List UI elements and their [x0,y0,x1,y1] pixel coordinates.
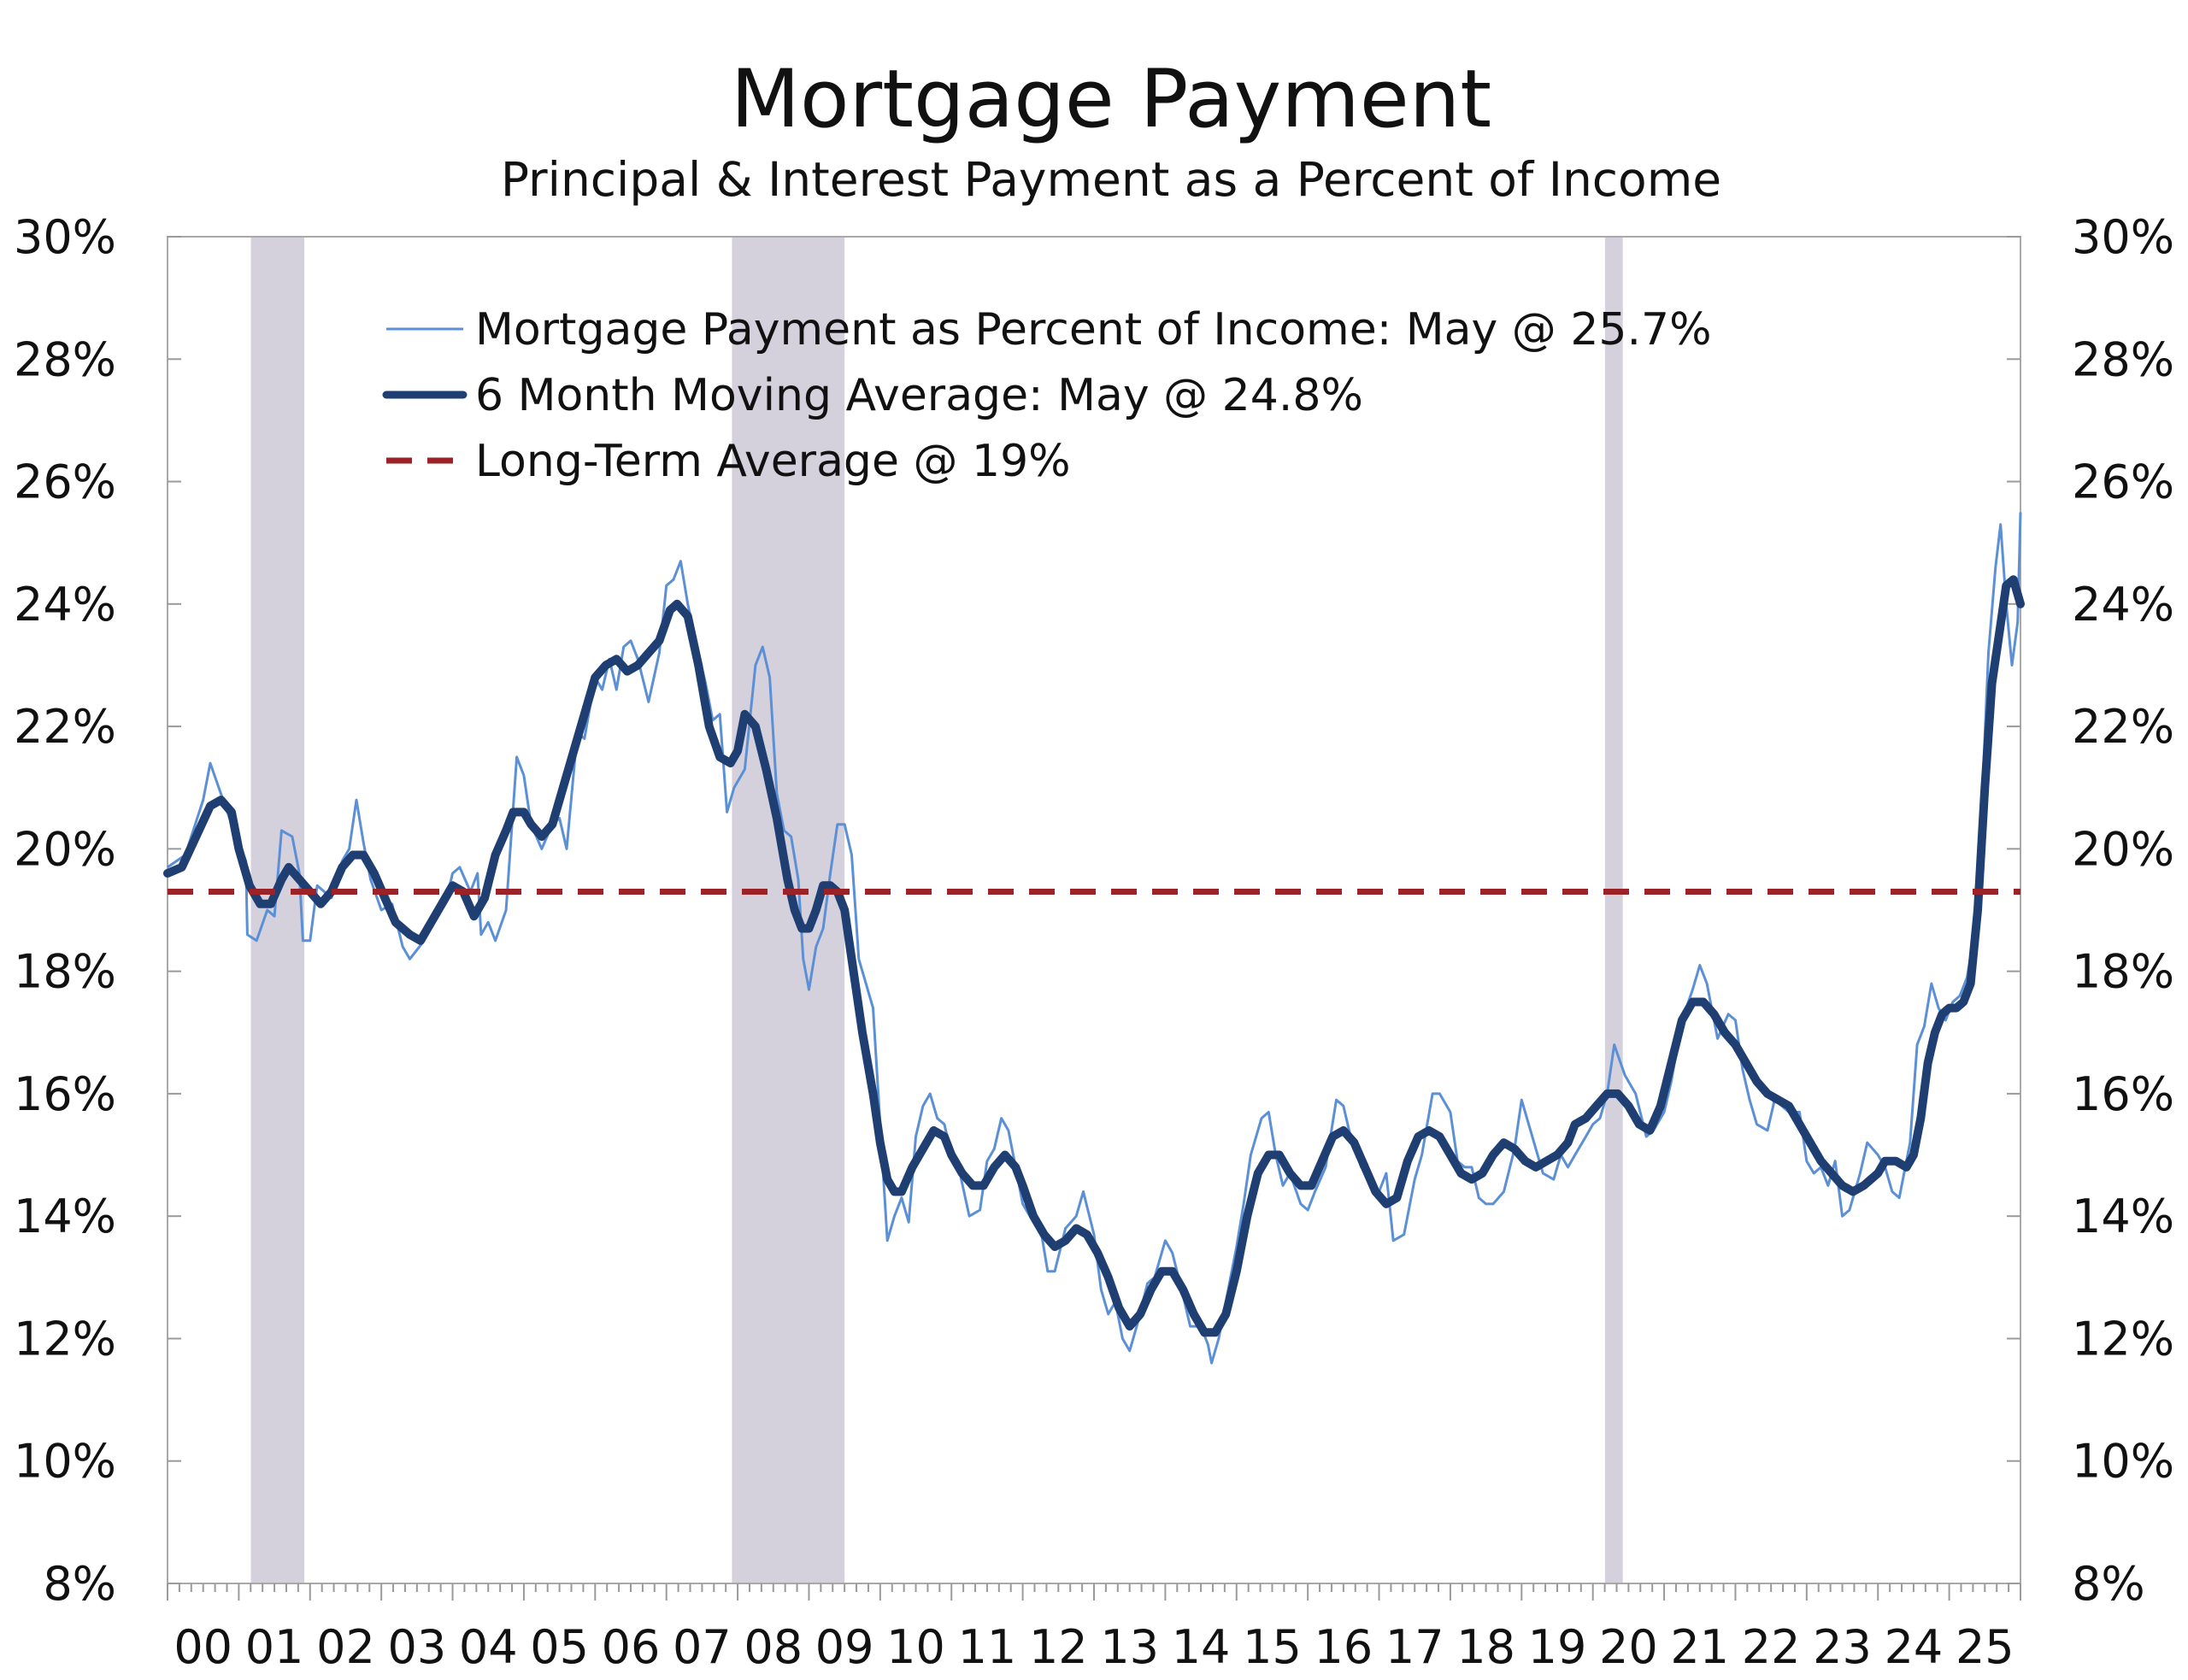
x-tick-label: 23 [1813,1620,1872,1674]
x-tick-label: 00 [174,1620,232,1674]
x-tick-label: 17 [1385,1620,1444,1674]
y-tick-label-right: 30% [2072,210,2174,264]
y-tick-label-right: 18% [2072,945,2174,999]
y-tick-label-right: 10% [2072,1435,2174,1489]
monthly-series-line [167,512,2022,1365]
x-tick-label: 09 [815,1620,874,1674]
x-tick-label: 19 [1528,1620,1587,1674]
legend: Mortgage Payment as Percent of Income: M… [382,304,1712,487]
recession-band-2 [1604,237,1623,1583]
x-tick-label: 25 [1956,1620,2014,1674]
chart-subtitle: Principal & Interest Payment as a Percen… [500,152,1722,207]
moving-average-line [163,575,2025,1337]
chart-title: Mortgage Payment [730,53,1492,146]
y-tick-label-right: 28% [2072,332,2174,386]
series-lines [163,512,2025,1365]
x-tick-label: 07 [673,1620,732,1674]
plot-frame [167,236,2021,1584]
x-tick-label: 20 [1599,1620,1658,1674]
y-tick-label-right: 26% [2072,455,2174,509]
x-tick-label: 02 [316,1620,375,1674]
y-tick-label-right: 14% [2072,1190,2174,1243]
x-tick-label: 15 [1243,1620,1302,1674]
y-tick-label-left: 26% [14,455,116,509]
x-tick-label: 08 [744,1620,803,1674]
x-tick-label: 04 [459,1620,518,1674]
y-tick-label-left: 30% [14,210,116,264]
axes: 8% 8% 10% 10% 12% 12% 14% 14% 16% 16% 18% 18% 20% 20%… [14,210,2174,1674]
recession-bands [250,237,1623,1583]
x-tick-label: 14 [1172,1620,1231,1674]
y-tick-label-left: 8% [43,1557,116,1611]
y-tick-label-left: 20% [14,822,116,876]
x-tick-label: 18 [1456,1620,1515,1674]
x-tick-label: 11 [958,1620,1017,1674]
legend-label-1: 6 Month Moving Average: May @ 24.8% [475,370,1363,421]
y-tick-label-right: 8% [2072,1557,2145,1611]
y-tick-label-left: 24% [14,578,116,631]
y-tick-label-right: 12% [2072,1312,2174,1366]
recession-band-0 [250,237,305,1583]
legend-label-2: Long-Term Average @ 19% [475,436,1071,487]
x-tick-label: 03 [387,1620,446,1674]
y-tick-label-right: 22% [2072,700,2174,754]
x-tick-label: 16 [1314,1620,1373,1674]
y-tick-label-left: 14% [14,1190,116,1243]
x-tick-label: 13 [1100,1620,1159,1674]
y-tick-label-right: 24% [2072,578,2174,631]
y-tick-label-left: 28% [14,332,116,386]
x-tick-label: 21 [1670,1620,1729,1674]
x-tick-label: 01 [245,1620,304,1674]
y-tick-label-left: 18% [14,945,116,999]
x-tick-label: 22 [1742,1620,1801,1674]
legend-label-0: Mortgage Payment as Percent of Income: M… [475,304,1712,355]
y-tick-label-left: 16% [14,1067,116,1121]
y-tick-label-left: 12% [14,1312,116,1366]
y-tick-label-right: 20% [2072,822,2174,876]
x-tick-label: 24 [1885,1620,1944,1674]
y-tick-label-left: 22% [14,700,116,754]
x-tick-label: 10 [886,1620,945,1674]
x-tick-label: 06 [602,1620,661,1674]
y-tick-label-left: 10% [14,1435,116,1489]
x-tick-label: 12 [1029,1620,1088,1674]
y-tick-label-right: 16% [2072,1067,2174,1121]
x-tick-label: 05 [530,1620,589,1674]
